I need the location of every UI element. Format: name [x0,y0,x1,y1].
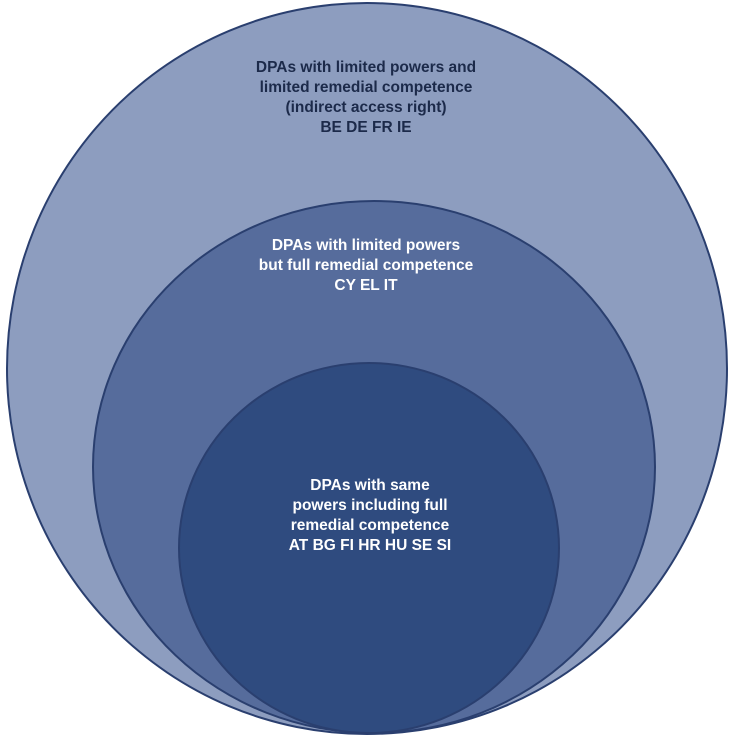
outer-label-line: (indirect access right) [285,99,447,116]
inner-label-countries: AT BG FI HR HU SE SI [288,537,452,554]
middle-label-line: DPAs with limited powers [271,237,461,254]
outer-label-line: limited remedial competence [259,79,473,96]
middle-circle-label: DPAs with limited powers but full remedi… [170,236,562,296]
inner-label-line: remedial competence [290,517,450,534]
outer-circle-label: DPAs with limited powers and limited rem… [170,58,562,138]
inner-circle [178,362,560,734]
inner-circle-label: DPAs with same powers including full rem… [220,476,520,556]
middle-label-line: but full remedial competence [258,257,474,274]
outer-label-line: DPAs with limited powers and [255,59,477,76]
inner-label-line: powers including full [292,497,448,514]
middle-label-countries: CY EL IT [334,277,398,294]
inner-label-line: DPAs with same [310,477,430,494]
outer-label-countries: BE DE FR IE [320,119,412,136]
